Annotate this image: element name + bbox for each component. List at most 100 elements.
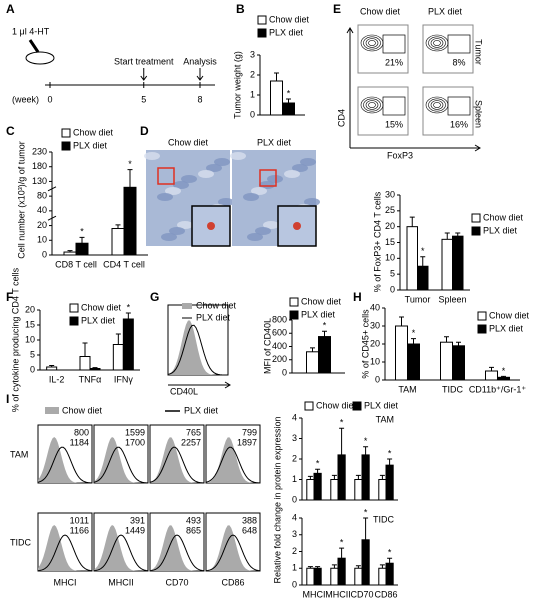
contour	[365, 38, 379, 48]
legend-swatch	[61, 141, 71, 151]
bar	[313, 472, 322, 501]
row-label: TIDC	[10, 537, 31, 547]
histology-title: Chow diet	[168, 137, 209, 147]
y-tick-label: 20	[25, 304, 35, 314]
legend-swatch	[69, 303, 79, 313]
x-tick-label: TIDC	[442, 384, 463, 394]
significance: *	[80, 227, 84, 237]
x-tick-label: IL-2	[49, 374, 65, 384]
bar	[361, 539, 370, 586]
bar	[330, 479, 339, 501]
legend-label: PLX diet	[301, 309, 336, 319]
y-tick-label: 4	[292, 512, 297, 522]
gate-percent: 15%	[385, 119, 403, 129]
tissue	[165, 187, 181, 195]
significance: *	[502, 366, 506, 376]
mouse-icon	[25, 51, 55, 65]
legend-label: Chow diet	[81, 302, 122, 312]
error-bar	[379, 474, 385, 480]
tissue	[173, 181, 189, 189]
error-bar	[355, 565, 361, 569]
error-bar	[79, 236, 85, 244]
x-tick-label: CD70	[350, 589, 373, 599]
significance: *	[388, 548, 392, 558]
error-bar	[355, 474, 361, 480]
y-tick-label: 600	[272, 328, 287, 338]
legend-label: Chow diet	[301, 296, 342, 306]
error-bar	[379, 564, 385, 569]
mfi-chow: 799	[242, 427, 257, 437]
row-label: TAM	[10, 449, 28, 459]
bar	[123, 186, 137, 256]
histogram-plx	[205, 534, 261, 572]
error-bar	[420, 256, 426, 267]
error-bar	[322, 330, 327, 337]
y-tick-label: 0	[390, 284, 395, 294]
mfi-chow: 800	[74, 427, 89, 437]
significance: *	[316, 459, 320, 469]
histology-title: PLX diet	[257, 137, 292, 147]
marker-label: CD86	[221, 577, 244, 587]
y-tick-label: 800	[272, 314, 287, 324]
legend-label: PLX diet	[269, 27, 304, 37]
tissue	[214, 158, 230, 166]
axis-break	[47, 186, 57, 192]
error-bar	[455, 232, 461, 237]
y-tick-label: 400	[272, 341, 287, 351]
mfi-plx: 1449	[125, 525, 145, 535]
histogram-chow	[94, 437, 148, 483]
tissue	[267, 175, 283, 183]
y-tick-label: 0	[30, 364, 35, 374]
error-bar	[315, 468, 321, 474]
y-tick-label: 15	[385, 237, 395, 247]
bar	[452, 345, 465, 381]
bar	[75, 242, 89, 256]
error-bar	[92, 367, 98, 369]
legend-swatch	[471, 213, 481, 223]
marker-label: CD70	[165, 577, 188, 587]
tissue	[304, 198, 320, 206]
y-tick-label: 3	[292, 529, 297, 539]
histogram-plx	[149, 446, 205, 484]
y-tick-label: 180	[32, 161, 47, 171]
error-bar	[489, 366, 494, 371]
week-label: 0	[47, 94, 52, 104]
legend-label: Chow diet	[483, 212, 524, 222]
significance: *	[364, 436, 368, 446]
error-bar	[49, 365, 55, 367]
panel-label: B	[236, 2, 245, 16]
y-tick-label: 25	[385, 205, 395, 215]
error-bar	[310, 347, 315, 352]
y-tick-label: 30	[385, 189, 395, 199]
chart-title: TIDC	[373, 514, 394, 524]
bar	[313, 567, 322, 586]
bar	[361, 454, 370, 501]
legend-label: Chow diet	[62, 405, 103, 415]
y-tick-label: 0	[250, 109, 255, 119]
bar	[485, 370, 498, 381]
histogram-plx	[93, 534, 149, 572]
axis-title: FoxP3	[387, 150, 413, 160]
bar	[406, 226, 418, 291]
error-bar	[67, 250, 73, 253]
mfi-chow: 1599	[125, 427, 145, 437]
mfi-plx: 1166	[70, 525, 89, 535]
flow-column-title: PLX diet	[428, 6, 463, 16]
error-bar	[115, 224, 121, 229]
y-tick-label: 3	[250, 49, 255, 59]
error-bar	[274, 72, 279, 81]
error-bar	[82, 342, 88, 357]
mfi-plx: 1897	[237, 437, 257, 447]
axis-title: CD4	[336, 109, 346, 127]
bar	[441, 238, 453, 291]
legend-label: Chow diet	[196, 300, 237, 310]
legend-label: Chow diet	[316, 400, 357, 410]
bar	[378, 567, 387, 586]
chart-title: TAM	[376, 414, 394, 424]
significance: *	[323, 321, 327, 331]
histogram-plx	[149, 534, 205, 572]
tissue	[300, 158, 316, 166]
bar	[354, 567, 363, 586]
histogram-chow	[168, 320, 228, 375]
